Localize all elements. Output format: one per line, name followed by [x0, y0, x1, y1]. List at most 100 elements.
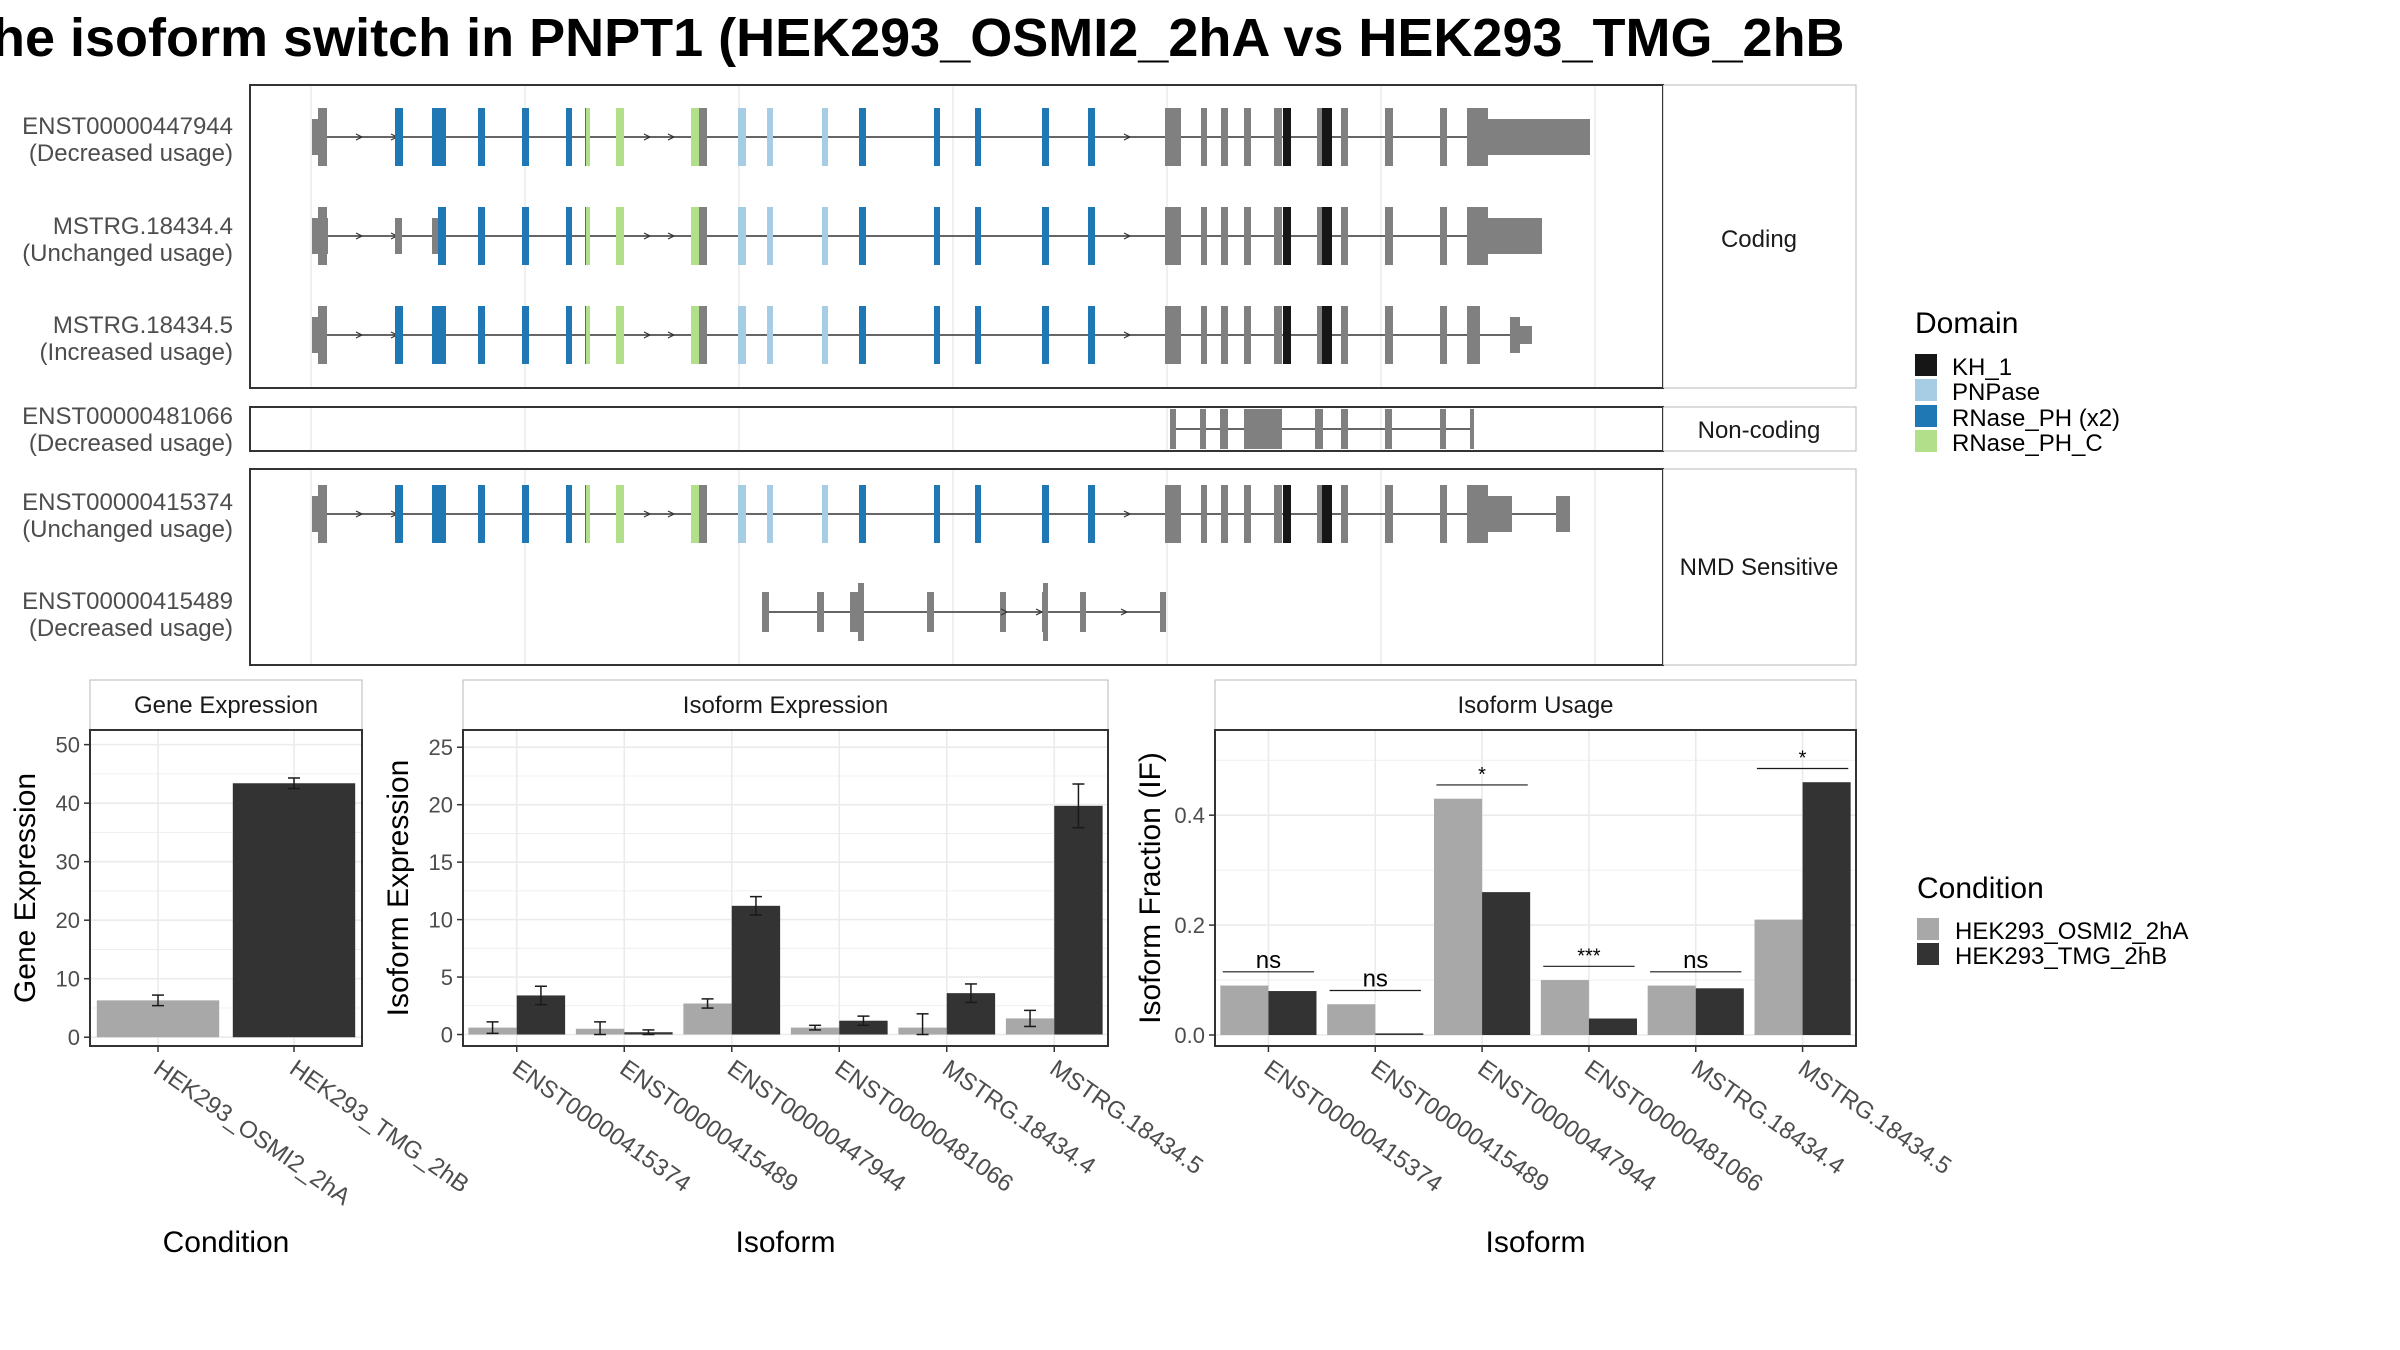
pnpase-domain [822, 207, 828, 265]
strand-arrow [1123, 510, 1132, 518]
x-tick-label: ENST00000415489 [1366, 1055, 1554, 1198]
cds-exon [1341, 108, 1348, 166]
rnase-ph-domain [566, 207, 572, 265]
rnase-ph-legend-swatch [1915, 405, 1937, 427]
cds-exon [1274, 306, 1282, 364]
bar [1802, 782, 1851, 1036]
pnpase-domain [822, 306, 828, 364]
rnase-ph-c-domain [586, 108, 590, 166]
strand-arrow [1123, 232, 1132, 240]
bar [1695, 988, 1744, 1036]
nmd-exon [1043, 583, 1048, 641]
noncoding-exon [1440, 409, 1446, 449]
tmg-legend-swatch [1917, 943, 1939, 965]
y-axis-title: Isoform Fraction (IF) [1134, 752, 1167, 1024]
bar [232, 783, 356, 1038]
noncoding-strip [1662, 406, 1857, 452]
rnase-ph-domain [566, 485, 572, 543]
significance-label: * [1799, 747, 1807, 769]
rnase-ph-domain [859, 207, 866, 265]
nmd-exon [1160, 592, 1166, 632]
pnpase-domain [822, 108, 828, 166]
cds-exon [1165, 306, 1181, 364]
cds-exon [1467, 306, 1480, 364]
x-tick-label: ENST00000481066 [1579, 1055, 1767, 1198]
y-tick-label: 30 [56, 850, 80, 875]
rnase-ph-domain [1042, 485, 1049, 543]
x-tick-label: ENST00000415374 [507, 1055, 695, 1198]
domain-legend: Domain KH_1 PNPase RNase_PH (x2) RNase_P… [1915, 307, 2120, 457]
y-tick-label: 0 [68, 1025, 80, 1050]
utr-exon [312, 119, 318, 155]
strand-arrow [643, 331, 652, 339]
rnase-ph-domain [934, 108, 940, 166]
nmd-panel-bg [250, 469, 1663, 665]
domain-legend-label: PNPase [1952, 379, 2040, 406]
cds-exon [318, 306, 327, 364]
cds-exon [1244, 485, 1251, 543]
rnase-ph-c-domain [616, 207, 624, 265]
plot-border [89, 729, 363, 1047]
noncoding-exon [1170, 409, 1176, 449]
pnpase-domain [767, 108, 773, 166]
utr-exon [312, 218, 328, 254]
cds-exon [1221, 306, 1228, 364]
noncoding-exon [1247, 409, 1282, 449]
rnase-ph-domain [934, 485, 940, 543]
rnase-ph-c-legend-swatch [1915, 430, 1937, 452]
rnase-ph-domain [975, 108, 981, 166]
y-tick-label: 10 [429, 908, 453, 933]
pnpase-domain [738, 485, 746, 543]
cds-exon [1244, 306, 1251, 364]
cds-exon [318, 108, 327, 166]
nmd-exon [762, 592, 769, 632]
utr-exon [395, 218, 402, 254]
coding-strip [1662, 84, 1857, 389]
domain-legend-label: RNase_PH (x2) [1952, 405, 2120, 432]
strand-arrow [355, 331, 364, 339]
cds-exon [1221, 485, 1228, 543]
cds-exon [1201, 108, 1207, 166]
cds-exon [1385, 207, 1393, 265]
y-tick-label: 20 [429, 793, 453, 818]
tx-label-usage: (Unchanged usage) [22, 516, 233, 543]
noncoding-exon [1200, 409, 1206, 449]
rnase-ph-c-domain [616, 485, 624, 543]
nmd-exon [817, 592, 824, 632]
nmd-exon [858, 583, 864, 641]
strand-arrow [667, 133, 676, 141]
pnpase-domain [767, 207, 773, 265]
rnase-ph-domain [1088, 306, 1095, 364]
bar [1268, 991, 1317, 1036]
cds-exon [318, 485, 327, 543]
utr-exon [1520, 326, 1532, 344]
rnase-ph-domain [478, 207, 485, 265]
utr-exon [1510, 317, 1520, 353]
plot-area [463, 730, 1108, 1046]
x-tick-label: ENST00000447944 [1473, 1055, 1661, 1198]
rnase-ph-c-domain [691, 485, 699, 543]
strand-arrow [667, 510, 676, 518]
tx-label-usage: (Increased usage) [40, 339, 233, 366]
utr-exon [432, 218, 438, 254]
rnase-ph-c-domain [586, 485, 590, 543]
bar [1434, 798, 1483, 1036]
cds-exon [1201, 306, 1207, 364]
domain-legend-title: Domain [1915, 307, 2018, 340]
significance-label: *** [1577, 945, 1601, 967]
x-tick-label: ENST00000415489 [615, 1055, 803, 1198]
tx-label-usage: (Decreased usage) [29, 615, 233, 642]
bar [790, 1027, 840, 1035]
noncoding-exon [1385, 409, 1392, 449]
rnase-ph-domain [975, 485, 981, 543]
rnase-ph-domain [1088, 108, 1095, 166]
bar [1482, 892, 1531, 1036]
bar [1054, 805, 1103, 1035]
bar [1220, 985, 1269, 1036]
cds-exon [1440, 485, 1447, 543]
rnase-ph-domain [478, 306, 485, 364]
rnase-ph-domain [1042, 108, 1049, 166]
cds-exon [699, 108, 707, 166]
strand-arrow [1035, 608, 1044, 616]
kh1-domain [1322, 207, 1332, 265]
